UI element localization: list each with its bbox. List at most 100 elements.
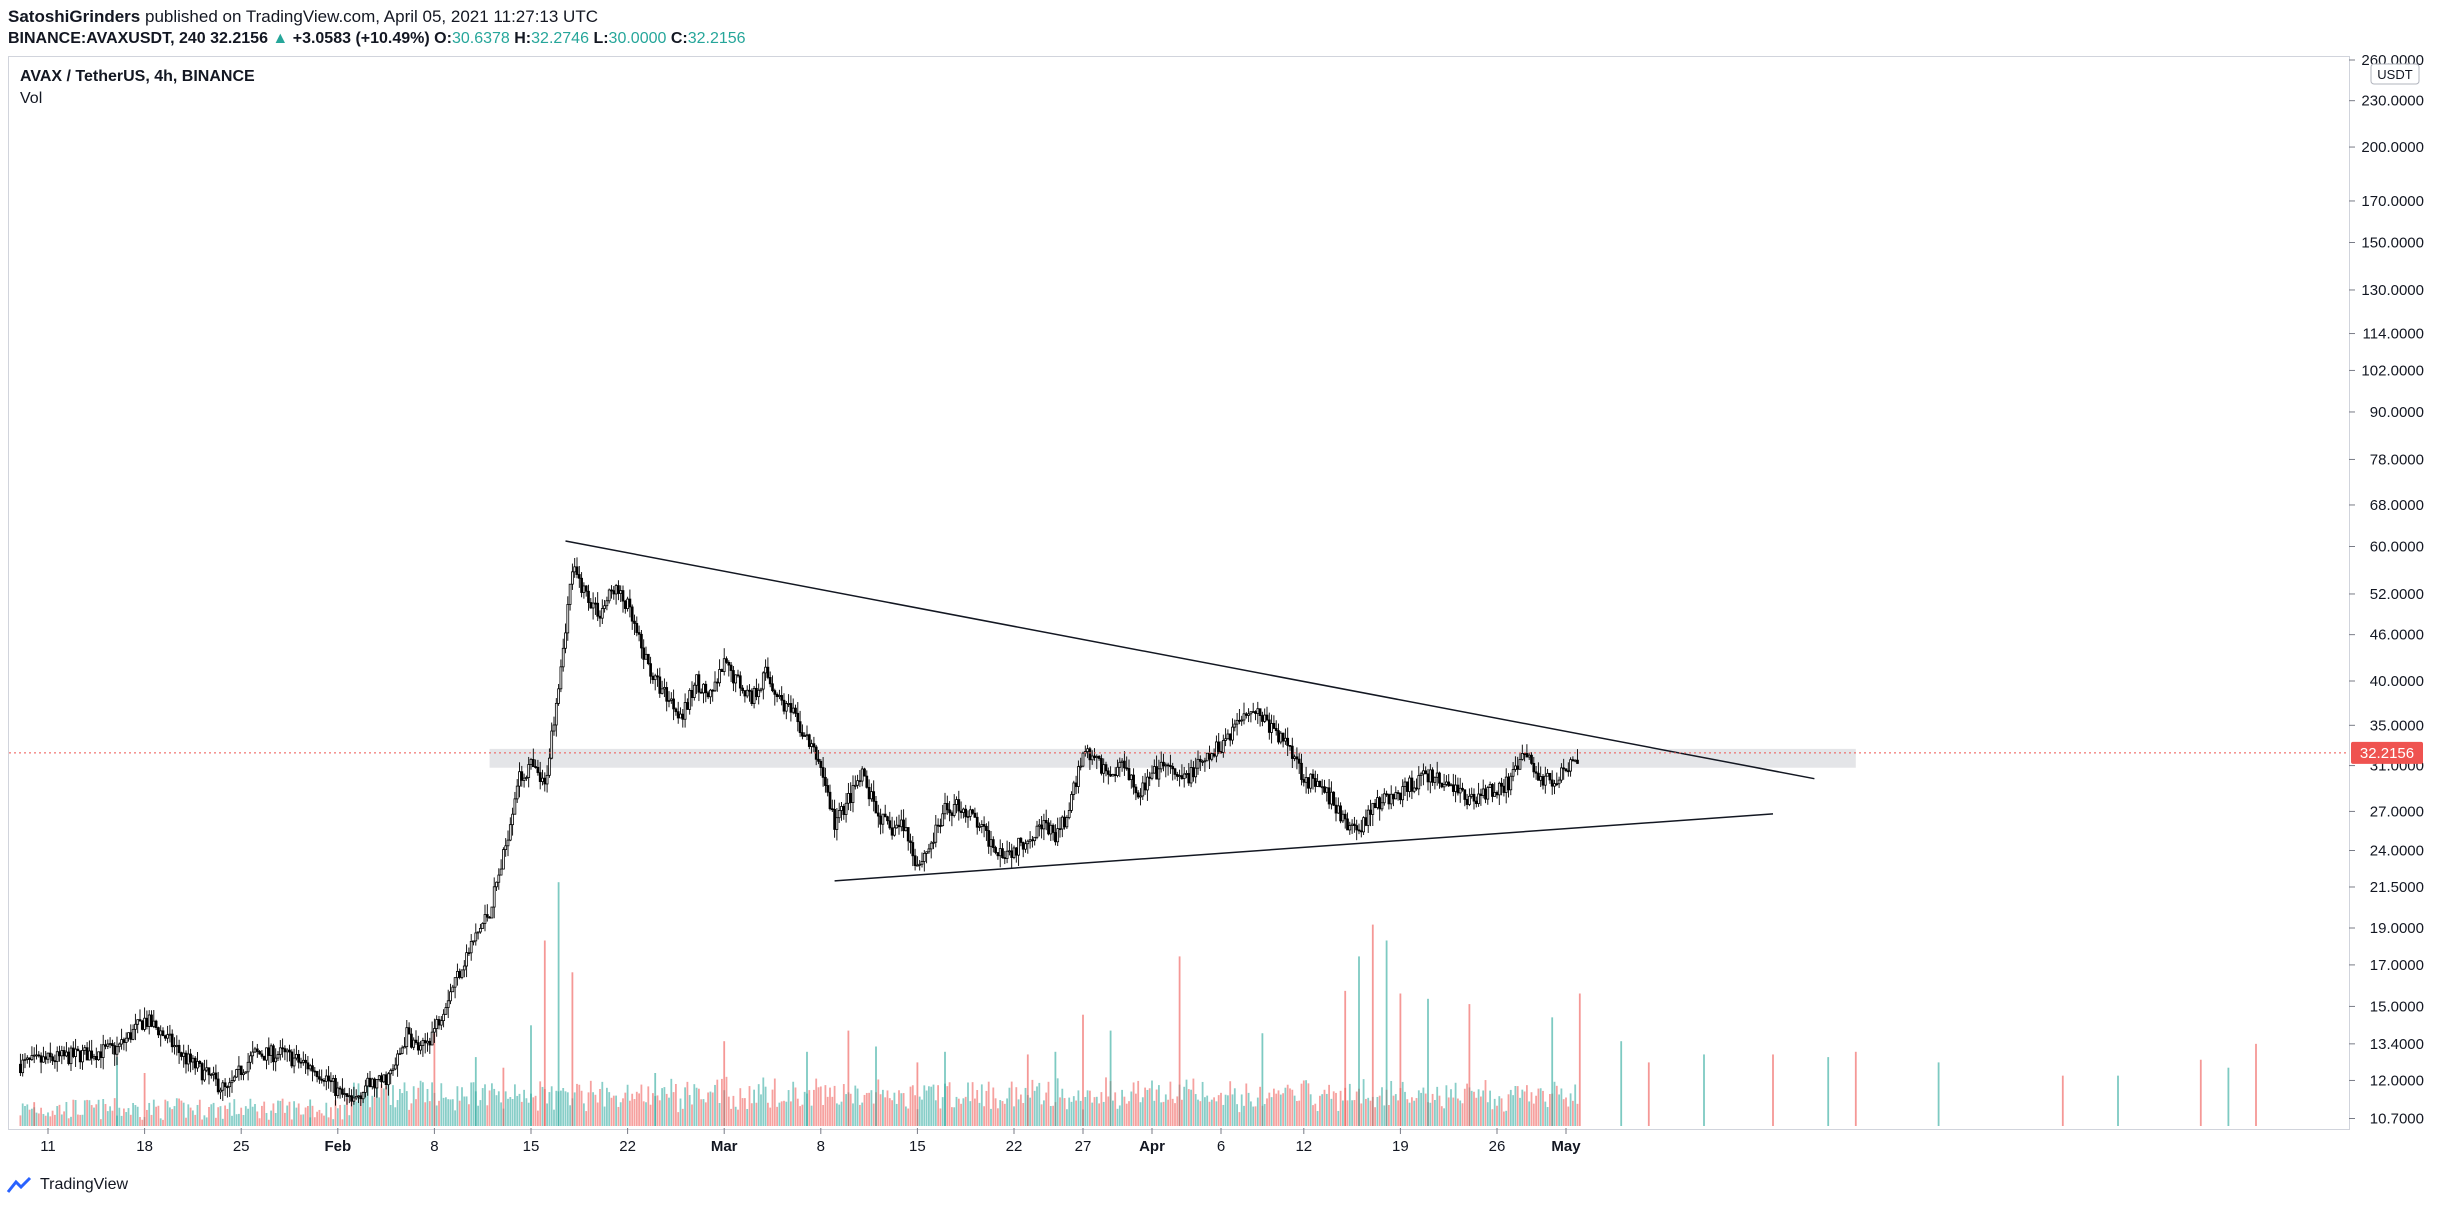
candle-down xyxy=(725,658,728,663)
volume-bar xyxy=(1335,1092,1337,1126)
candle-up xyxy=(1401,786,1405,801)
candle-up xyxy=(203,1069,206,1081)
volume-bar xyxy=(1024,1087,1027,1126)
volume-bar xyxy=(640,1084,643,1126)
volume-bar xyxy=(1144,1087,1146,1126)
y-tick-label: 27.0000 xyxy=(2370,803,2424,820)
candle-down xyxy=(1040,824,1043,830)
candle-down xyxy=(267,1047,271,1056)
volume-bar xyxy=(905,1106,907,1126)
volume-bar xyxy=(520,1101,523,1126)
volume-bar xyxy=(162,1119,164,1126)
candle-down xyxy=(1047,822,1050,835)
volume-spike xyxy=(557,882,560,1126)
candle-up xyxy=(791,707,795,713)
volume-bar xyxy=(362,1094,364,1126)
volume-bar xyxy=(1549,1094,1551,1126)
candle-down xyxy=(368,1077,372,1088)
candle-up xyxy=(778,695,781,697)
candle-down xyxy=(39,1055,43,1063)
volume-bar xyxy=(921,1099,923,1126)
candle-down xyxy=(821,767,825,778)
candle-down xyxy=(1125,767,1129,770)
volume-bar xyxy=(757,1084,760,1126)
candle-up xyxy=(1376,797,1379,809)
volume-bar xyxy=(900,1093,903,1126)
volume-spike xyxy=(116,1057,118,1126)
volume-indicator-label[interactable]: Vol xyxy=(20,90,43,107)
volume-spike xyxy=(847,1030,850,1126)
candle-up xyxy=(1493,792,1497,797)
volume-bar xyxy=(70,1116,72,1126)
candle-up xyxy=(1403,781,1407,787)
x-tick-label: 8 xyxy=(817,1138,825,1155)
volume-bar xyxy=(224,1105,226,1126)
footer-brand[interactable]: TradingView xyxy=(6,1176,128,1194)
candle-up xyxy=(1026,840,1030,845)
candle-down xyxy=(863,768,866,777)
volume-bar xyxy=(615,1095,617,1126)
candle-down xyxy=(255,1048,259,1052)
candle-up xyxy=(209,1074,213,1076)
volume-bar xyxy=(497,1091,500,1126)
volume-bar xyxy=(576,1083,578,1126)
volume-bar xyxy=(35,1112,38,1126)
candle-up xyxy=(1146,776,1149,791)
volume-bar xyxy=(1158,1085,1160,1126)
volume-bar xyxy=(688,1095,691,1126)
volume-bar xyxy=(235,1114,238,1126)
candle-up xyxy=(1201,760,1204,763)
tradingview-logo-icon xyxy=(6,1176,32,1193)
volume-bar xyxy=(714,1084,716,1126)
volume-bar xyxy=(693,1084,696,1126)
y-tick-label: 60.0000 xyxy=(2370,538,2424,555)
volume-bar xyxy=(836,1103,838,1126)
volume-bar xyxy=(1164,1094,1167,1126)
volume-bar xyxy=(1210,1099,1213,1126)
volume-bar xyxy=(1296,1101,1298,1126)
volume-bar xyxy=(509,1097,512,1126)
volume-bar xyxy=(1378,1095,1381,1126)
candle-up xyxy=(196,1061,199,1069)
candle-down xyxy=(1313,778,1317,787)
candle-down xyxy=(580,577,583,593)
chart-frame[interactable] xyxy=(8,56,2350,1130)
candle-up xyxy=(1072,782,1076,795)
volume-bar xyxy=(341,1119,344,1126)
volume-spike xyxy=(1399,993,1402,1126)
volume-bar xyxy=(1574,1084,1577,1126)
volume-bar xyxy=(994,1098,997,1126)
volume-bar xyxy=(300,1114,302,1126)
candle-up xyxy=(479,927,482,933)
volume-bar xyxy=(808,1090,811,1126)
candle-down xyxy=(318,1076,321,1080)
candle-down xyxy=(1311,773,1315,779)
volume-bar xyxy=(217,1107,220,1126)
volume-bar xyxy=(1270,1097,1273,1126)
candle-up xyxy=(497,874,501,883)
volume-bar xyxy=(1466,1083,1468,1126)
volume-bar xyxy=(472,1082,475,1126)
volume-bar xyxy=(1500,1098,1503,1126)
volume-bar xyxy=(1390,1080,1393,1126)
y-tick-label: 19.0000 xyxy=(2370,920,2424,937)
volume-bar xyxy=(1167,1099,1169,1126)
candle-down xyxy=(1564,768,1568,772)
candle-up xyxy=(564,632,567,649)
volume-spike xyxy=(1371,924,1374,1126)
candle-up xyxy=(893,827,896,836)
author-name[interactable]: SatoshiGrinders xyxy=(8,7,141,26)
volume-bar xyxy=(1353,1100,1356,1126)
volume-bar xyxy=(1346,1100,1349,1126)
volume-bar xyxy=(44,1115,47,1126)
candle-up xyxy=(932,841,935,844)
volume-bar xyxy=(1496,1105,1498,1126)
candle-down xyxy=(1277,730,1280,743)
volume-spike xyxy=(1468,1004,1471,1126)
candle-down xyxy=(437,1019,441,1026)
volume-bar xyxy=(1141,1097,1144,1126)
volume-bar xyxy=(477,1105,479,1126)
volume-bar xyxy=(249,1098,252,1126)
candle-up xyxy=(1304,777,1308,783)
